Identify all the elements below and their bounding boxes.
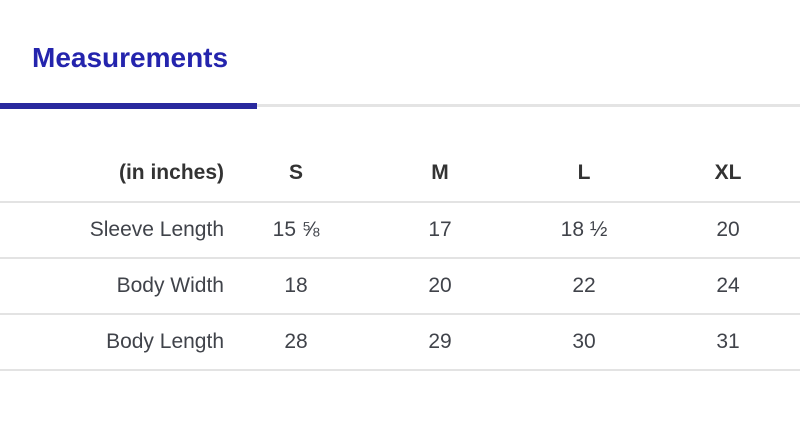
- unit-header-cell: (in inches): [118, 160, 224, 184]
- table-row-body-width: Body Width 18 20 22 24: [0, 258, 800, 314]
- column-header-xl: XL: [714, 160, 742, 184]
- column-header-s: S: [288, 160, 303, 184]
- value-cell: 29: [428, 330, 452, 353]
- tab-measurements[interactable]: Measurements: [32, 42, 229, 73]
- value-cell: 24: [716, 274, 740, 297]
- value-cell: 31: [716, 330, 740, 353]
- tab-bar-baseline: [0, 104, 800, 107]
- size-chart-header-row: (in inches) S M L XL: [0, 144, 800, 202]
- value-cell: 20: [716, 218, 740, 241]
- column-header-l: L: [577, 160, 591, 184]
- value-cell: 20: [428, 274, 452, 297]
- column-header-m: M: [431, 160, 449, 184]
- size-chart-table: (in inches) S M L XL Sleeve Length 15 ⅝ …: [0, 144, 800, 371]
- row-label: Sleeve Length: [89, 218, 224, 241]
- table-row-body-length: Body Length 28 29 30 31: [0, 314, 800, 370]
- value-cell: 30: [572, 330, 596, 353]
- value-cell: 18 ½: [560, 218, 608, 241]
- value-cell: 17: [428, 218, 452, 241]
- table-row-sleeve-length: Sleeve Length 15 ⅝ 17 18 ½ 20: [0, 202, 800, 258]
- row-label: Body Width: [116, 274, 224, 297]
- value-cell: 28: [284, 330, 308, 353]
- tab-bar: [0, 103, 800, 109]
- value-cell: 18: [284, 274, 308, 297]
- active-tab-indicator: [0, 103, 257, 109]
- value-cell: 22: [572, 274, 596, 297]
- value-cell: 15 ⅝: [272, 218, 320, 241]
- row-label: Body Length: [106, 330, 224, 353]
